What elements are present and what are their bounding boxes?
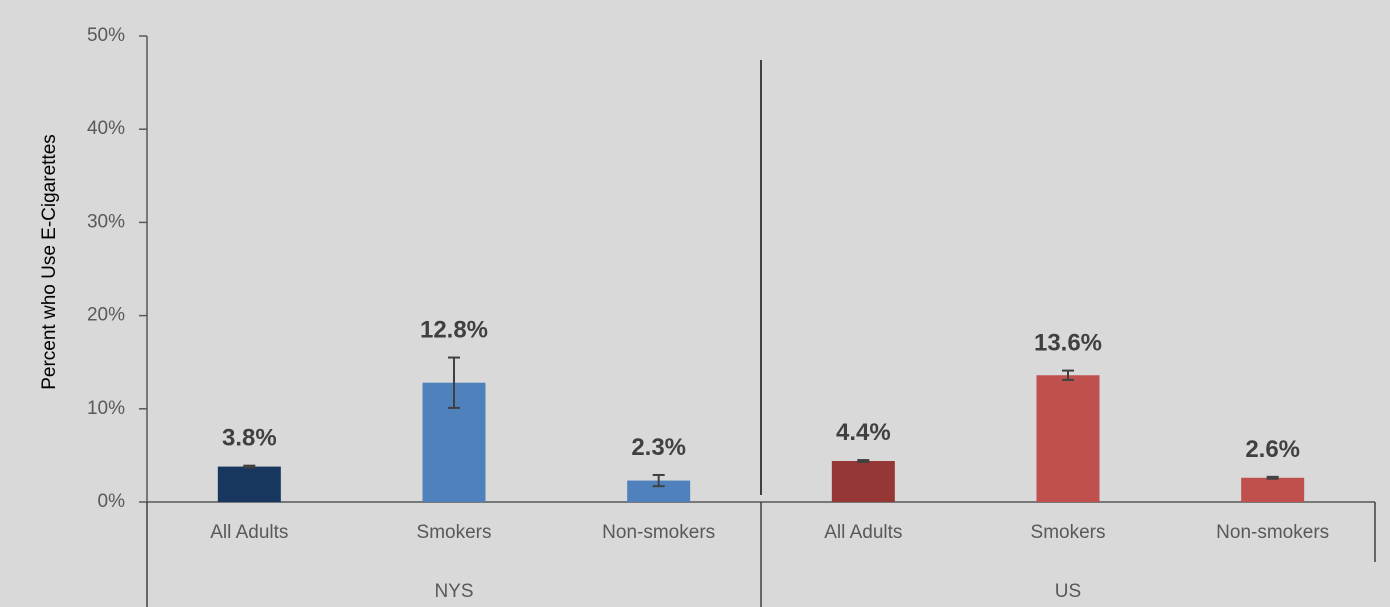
y-tick-label: 40% <box>87 118 125 139</box>
bar-us-smokers <box>1036 375 1100 502</box>
data-label: 3.8% <box>222 425 277 452</box>
category-label: Smokers <box>417 522 492 543</box>
data-label: 2.6% <box>1245 436 1300 463</box>
group-label: NYS <box>434 581 473 602</box>
y-tick-label: 0% <box>98 491 126 512</box>
category-label: Non-smokers <box>1216 522 1329 543</box>
labels: 3.8% All Adults 12.8% Smokers 2.3% Non-smoker… <box>210 317 1329 602</box>
y-tick-label: 10% <box>87 398 125 419</box>
data-label: 2.3% <box>631 434 686 461</box>
category-label: All Adults <box>210 522 288 543</box>
bar-nys-all-adults <box>217 466 281 502</box>
data-label: 12.8% <box>420 317 488 344</box>
category-label: Smokers <box>1031 522 1106 543</box>
data-label: 13.6% <box>1034 330 1102 357</box>
bar-us-all-adults <box>831 460 895 502</box>
bar-nys-non-smokers <box>627 480 691 502</box>
category-label: All Adults <box>824 522 902 543</box>
group-label: US <box>1055 581 1081 602</box>
axes: 0% 10% 20% 30% 40% 50% <box>87 25 1376 607</box>
y-tick-label: 30% <box>87 211 125 232</box>
category-label: Non-smokers <box>602 522 715 543</box>
y-tick-label: 50% <box>87 25 125 46</box>
data-label: 4.4% <box>836 419 891 446</box>
y-axis-title: Percent who Use E-Cigarettes <box>39 134 60 390</box>
y-tick-label: 20% <box>87 305 125 326</box>
bar-us-non-smokers <box>1241 477 1305 502</box>
bars <box>217 356 1305 502</box>
